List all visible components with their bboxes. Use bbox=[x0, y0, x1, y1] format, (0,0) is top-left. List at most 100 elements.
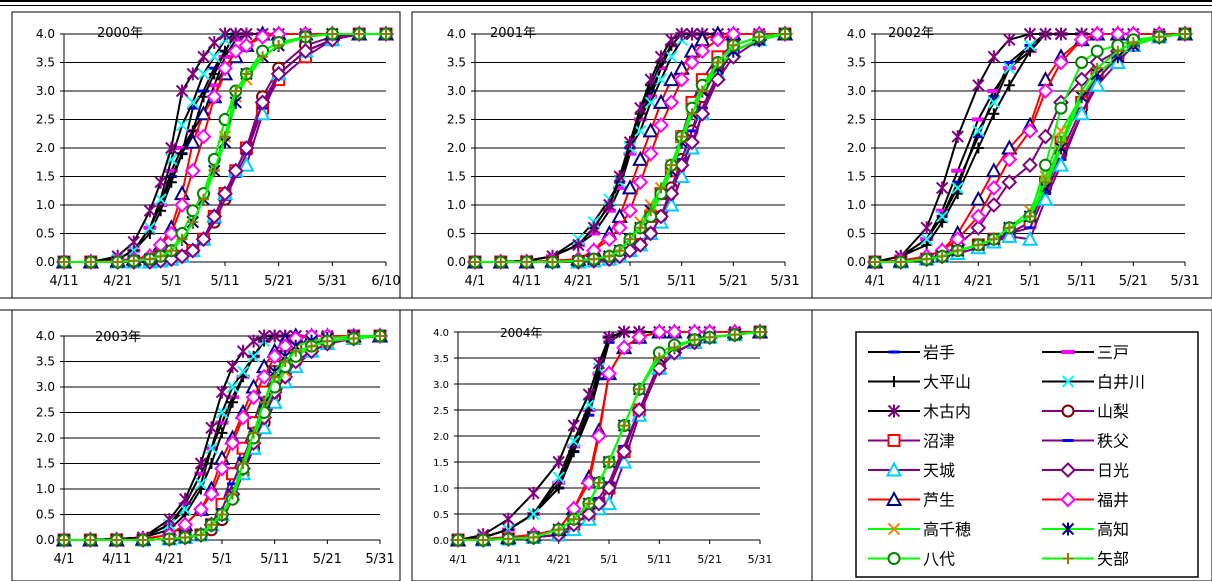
x-tick-label: 4/11 bbox=[496, 553, 521, 566]
series-point bbox=[633, 383, 645, 395]
series-point bbox=[1022, 157, 1038, 174]
legend-marker bbox=[1061, 375, 1075, 388]
x-tick-label: 4/21 bbox=[564, 274, 593, 289]
series-point bbox=[205, 441, 218, 455]
series-point bbox=[1001, 151, 1018, 168]
series-point bbox=[616, 443, 633, 460]
x-tick-label: 5/1 bbox=[161, 274, 182, 289]
series-point bbox=[970, 190, 987, 206]
series-point bbox=[254, 94, 271, 111]
series-point bbox=[634, 222, 646, 234]
y-tick-label: 0.5 bbox=[847, 227, 866, 241]
y-tick-label: 2.0 bbox=[36, 431, 55, 445]
series-point bbox=[985, 179, 1002, 196]
series-point bbox=[642, 225, 659, 242]
series-point bbox=[300, 31, 311, 43]
series-point bbox=[165, 141, 178, 155]
series-point bbox=[631, 402, 648, 418]
series-point bbox=[1055, 136, 1067, 148]
series-point bbox=[972, 124, 985, 138]
series-point bbox=[1054, 27, 1068, 41]
y-tick-label: 1.5 bbox=[447, 170, 466, 184]
top-border-line-thin bbox=[0, 5, 1212, 6]
series-point bbox=[936, 250, 948, 262]
series-point bbox=[921, 253, 933, 265]
series-point bbox=[186, 67, 200, 81]
series-point bbox=[616, 339, 633, 356]
series-point bbox=[1088, 76, 1106, 92]
series-point bbox=[622, 202, 638, 219]
series-point bbox=[215, 385, 229, 399]
series-point bbox=[326, 28, 338, 40]
series-point bbox=[985, 162, 1003, 178]
series-point bbox=[137, 534, 149, 546]
chart-panel-5: 0.0 0.5 1.0 1.5 2.0 2.5 3.0 3.5 4.0 4/1 4/11 4/21 5/… bbox=[411, 309, 813, 581]
series-point bbox=[1021, 230, 1039, 246]
series-point bbox=[257, 329, 271, 343]
series-point bbox=[689, 334, 701, 346]
series-point bbox=[1023, 39, 1037, 52]
series-point bbox=[651, 324, 668, 340]
y-tick-label: 2.5 bbox=[36, 406, 55, 420]
y-tick-label: 1.5 bbox=[433, 458, 449, 469]
legend-marker bbox=[885, 461, 903, 477]
legend-marker bbox=[888, 376, 900, 387]
y-tick-label: 1.0 bbox=[447, 198, 466, 212]
x-tick-label: 4/21 bbox=[964, 274, 993, 289]
series-point bbox=[621, 179, 639, 195]
y-tick-label: 2.0 bbox=[447, 141, 466, 155]
series-point bbox=[266, 348, 283, 365]
series-point bbox=[179, 531, 191, 543]
series-point bbox=[985, 197, 1002, 213]
series-point bbox=[642, 122, 659, 138]
series-point bbox=[613, 170, 626, 183]
chart-title: 2001年 bbox=[490, 26, 536, 41]
series-point bbox=[1039, 158, 1052, 172]
series-point bbox=[208, 165, 220, 177]
x-tick-label: 5/11 bbox=[667, 274, 696, 289]
series-point bbox=[1024, 210, 1036, 222]
series-point bbox=[1001, 174, 1018, 191]
series-point bbox=[1003, 33, 1016, 47]
y-tick-label: 1.0 bbox=[36, 198, 55, 212]
series-point bbox=[290, 345, 302, 357]
legend-label: 秩父 bbox=[1097, 432, 1129, 451]
legend-label: 矢部 bbox=[1097, 550, 1129, 569]
series-point bbox=[654, 73, 668, 86]
chart-title: 2004年 bbox=[500, 326, 543, 340]
x-tick-label: 5/21 bbox=[719, 274, 748, 289]
legend-item: 八代 bbox=[868, 550, 955, 569]
series-point bbox=[694, 105, 711, 122]
series-point bbox=[195, 231, 212, 248]
legend-label: 高知 bbox=[1097, 520, 1129, 539]
series-point bbox=[208, 50, 221, 64]
series-point bbox=[601, 365, 617, 382]
series-point bbox=[203, 486, 220, 503]
legend-label: 岩手 bbox=[923, 343, 955, 362]
y-tick-label: 2.0 bbox=[36, 141, 55, 155]
x-tick-label: 5/31 bbox=[748, 553, 773, 566]
series-point bbox=[632, 150, 649, 166]
series-point bbox=[238, 156, 255, 172]
legend-box bbox=[855, 331, 1199, 578]
series-point bbox=[601, 231, 618, 248]
series-point bbox=[268, 329, 281, 343]
legend-item: 沼津 bbox=[868, 432, 955, 451]
legend-label: 木古内 bbox=[923, 402, 971, 421]
series-point bbox=[632, 174, 649, 191]
x-tick-label: 4/1 bbox=[54, 552, 75, 567]
series-point bbox=[729, 329, 741, 341]
series-point bbox=[727, 39, 739, 51]
series-point bbox=[174, 248, 190, 265]
legend-marker bbox=[887, 434, 901, 447]
series-point bbox=[952, 245, 964, 257]
series-point bbox=[165, 245, 177, 257]
x-tick-label: 5/11 bbox=[647, 553, 672, 566]
series-point bbox=[587, 221, 601, 235]
x-tick-label: 5/11 bbox=[210, 274, 239, 289]
series-point bbox=[1127, 37, 1139, 49]
y-tick-label: 0.0 bbox=[36, 255, 55, 269]
series-point bbox=[227, 43, 244, 60]
series-point bbox=[254, 28, 271, 45]
series-point bbox=[1075, 56, 1089, 69]
